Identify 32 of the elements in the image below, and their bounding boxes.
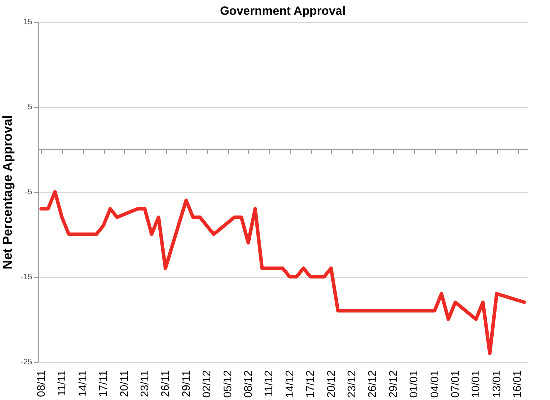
y-tick-label: 5 xyxy=(28,102,34,112)
x-tick-label: 17/11 xyxy=(98,370,110,398)
x-tick-label: 08/11 xyxy=(36,370,48,398)
x-tick-label: 29/11 xyxy=(180,370,193,398)
x-tick-label: 05/12 xyxy=(222,370,234,398)
x-tick-label: 17/12 xyxy=(305,370,318,398)
x-tick-label: 04/01 xyxy=(429,370,442,398)
x-tick-label: 14/12 xyxy=(284,370,296,398)
x-tick-label: 11/12 xyxy=(264,370,276,398)
x-tick-label: 20/11 xyxy=(118,370,131,398)
x-tick-label: 01/01 xyxy=(408,370,421,398)
x-tick-label: 07/01 xyxy=(450,370,462,398)
y-tick-label: -15 xyxy=(20,272,34,282)
x-tick-label: 11/11 xyxy=(56,370,69,396)
y-tick-label: -25 xyxy=(20,358,34,366)
x-tick-label: 10/01 xyxy=(470,370,483,398)
x-tick-label: 13/01 xyxy=(491,370,504,398)
x-tick-label: 26/12 xyxy=(367,370,380,398)
y-axis-title: Net Percentage Approval xyxy=(0,115,15,270)
x-tick-label: 20/12 xyxy=(326,370,338,398)
x-tick-label: 14/11 xyxy=(77,370,90,398)
x-tick-label: 29/12 xyxy=(388,370,400,398)
y-tick-label: 15 xyxy=(24,18,34,26)
line-series xyxy=(40,190,526,356)
x-tick-label: 16/01 xyxy=(512,370,524,398)
x-tick-label: 26/11 xyxy=(160,370,172,398)
y-tick-label: -5 xyxy=(25,188,34,196)
chart-title: Government Approval xyxy=(220,4,346,18)
x-tick-label: 08/12 xyxy=(242,370,255,398)
x-tick-label: 23/12 xyxy=(346,370,359,398)
x-tick-label: 23/11 xyxy=(139,370,152,398)
x-tick-label: 02/12 xyxy=(202,370,214,398)
